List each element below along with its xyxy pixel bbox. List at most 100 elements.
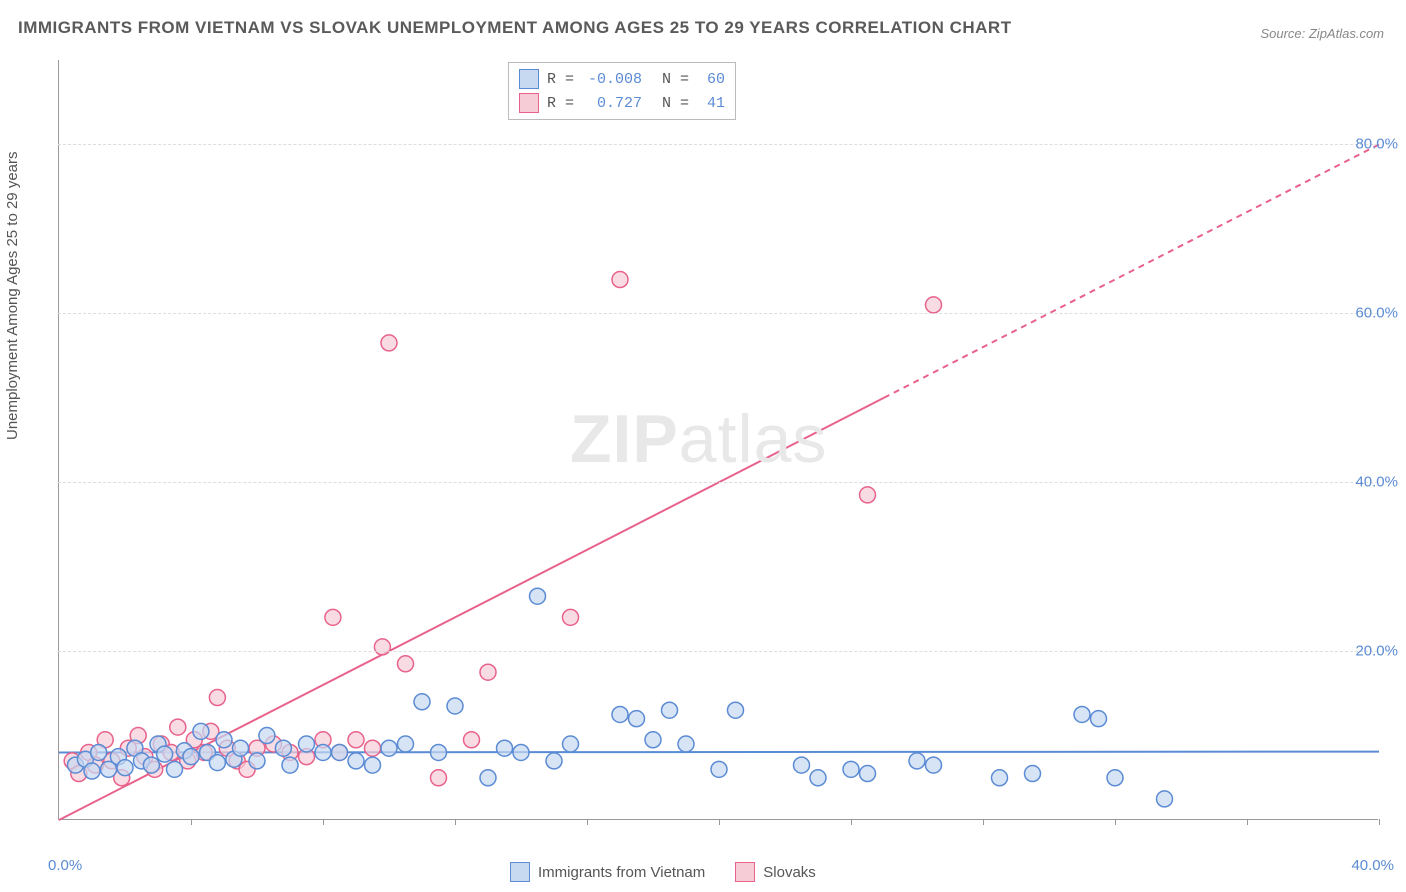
data-point <box>193 723 209 739</box>
data-point <box>249 753 265 769</box>
data-point <box>860 766 876 782</box>
data-point <box>563 609 579 625</box>
data-point <box>480 770 496 786</box>
data-point <box>325 609 341 625</box>
data-point <box>398 736 414 752</box>
legend-item: Slovaks <box>735 862 816 882</box>
y-axis-label: Unemployment Among Ages 25 to 29 years <box>4 151 21 440</box>
data-point <box>662 702 678 718</box>
x-tick <box>455 819 456 825</box>
data-point <box>546 753 562 769</box>
x-min-label: 0.0% <box>48 857 82 874</box>
gridline <box>58 482 1378 483</box>
data-point <box>728 702 744 718</box>
legend-swatch <box>519 93 539 113</box>
data-point <box>381 740 397 756</box>
legend-r-value: -0.008 <box>582 71 642 88</box>
legend-label: Immigrants from Vietnam <box>538 864 705 881</box>
x-max-label: 40.0% <box>1351 857 1394 874</box>
x-tick <box>851 819 852 825</box>
data-point <box>348 732 364 748</box>
data-point <box>1157 791 1173 807</box>
x-tick <box>983 819 984 825</box>
x-tick <box>587 819 588 825</box>
data-point <box>563 736 579 752</box>
legend-r-value: 0.727 <box>582 95 642 112</box>
data-point <box>209 690 225 706</box>
y-tick-label: 40.0% <box>1355 474 1398 491</box>
data-point <box>374 639 390 655</box>
data-point <box>612 272 628 288</box>
data-point <box>992 770 1008 786</box>
data-point <box>91 744 107 760</box>
data-point <box>259 728 275 744</box>
data-point <box>167 761 183 777</box>
x-tick <box>1379 819 1380 825</box>
legend-n-label: N = <box>662 95 689 112</box>
data-point <box>513 744 529 760</box>
data-point <box>629 711 645 727</box>
legend-swatch <box>510 862 530 882</box>
correlation-legend: R =-0.008N =60R =0.727N =41 <box>508 62 736 120</box>
scatter-svg <box>59 60 1378 819</box>
data-point <box>143 757 159 773</box>
data-point <box>157 746 173 762</box>
x-tick <box>719 819 720 825</box>
data-point <box>645 732 661 748</box>
data-point <box>447 698 463 714</box>
data-point <box>381 335 397 351</box>
data-point <box>275 740 291 756</box>
data-point <box>909 753 925 769</box>
gridline <box>58 651 1378 652</box>
legend-n-label: N = <box>662 71 689 88</box>
data-point <box>431 770 447 786</box>
gridline <box>58 313 1378 314</box>
y-tick-label: 60.0% <box>1355 305 1398 322</box>
chart-title: IMMIGRANTS FROM VIETNAM VS SLOVAK UNEMPL… <box>18 18 1012 38</box>
series-legend: Immigrants from Vietnam Slovaks <box>510 862 816 882</box>
data-point <box>1074 706 1090 722</box>
data-point <box>612 706 628 722</box>
data-point <box>348 753 364 769</box>
y-tick-label: 20.0% <box>1355 643 1398 660</box>
data-point <box>794 757 810 773</box>
x-tick <box>1115 819 1116 825</box>
x-tick <box>323 819 324 825</box>
data-point <box>926 757 942 773</box>
legend-swatch <box>735 862 755 882</box>
data-point <box>431 744 447 760</box>
data-point <box>1025 766 1041 782</box>
data-point <box>117 760 133 776</box>
data-point <box>810 770 826 786</box>
legend-row: R = 0.727 N = 41 <box>519 91 725 115</box>
data-point <box>365 757 381 773</box>
data-point <box>216 732 232 748</box>
data-point <box>282 757 298 773</box>
source-credit: Source: ZipAtlas.com <box>1260 26 1384 41</box>
x-tick <box>191 819 192 825</box>
data-point <box>480 664 496 680</box>
data-point <box>332 744 348 760</box>
data-point <box>84 763 100 779</box>
legend-row: R =-0.008N =60 <box>519 67 725 91</box>
legend-item: Immigrants from Vietnam <box>510 862 705 882</box>
gridline <box>58 144 1378 145</box>
data-point <box>843 761 859 777</box>
data-point <box>315 744 331 760</box>
data-point <box>398 656 414 672</box>
legend-r-label: R = <box>547 95 574 112</box>
data-point <box>1107 770 1123 786</box>
data-point <box>464 732 480 748</box>
data-point <box>678 736 694 752</box>
legend-n-value: 41 <box>697 95 725 112</box>
data-point <box>530 588 546 604</box>
data-point <box>926 297 942 313</box>
data-point <box>860 487 876 503</box>
y-tick-label: 80.0% <box>1355 136 1398 153</box>
data-point <box>233 740 249 756</box>
plot-area <box>58 60 1378 820</box>
trend-line-dashed <box>884 144 1379 397</box>
legend-label: Slovaks <box>763 864 816 881</box>
data-point <box>170 719 186 735</box>
data-point <box>497 740 513 756</box>
